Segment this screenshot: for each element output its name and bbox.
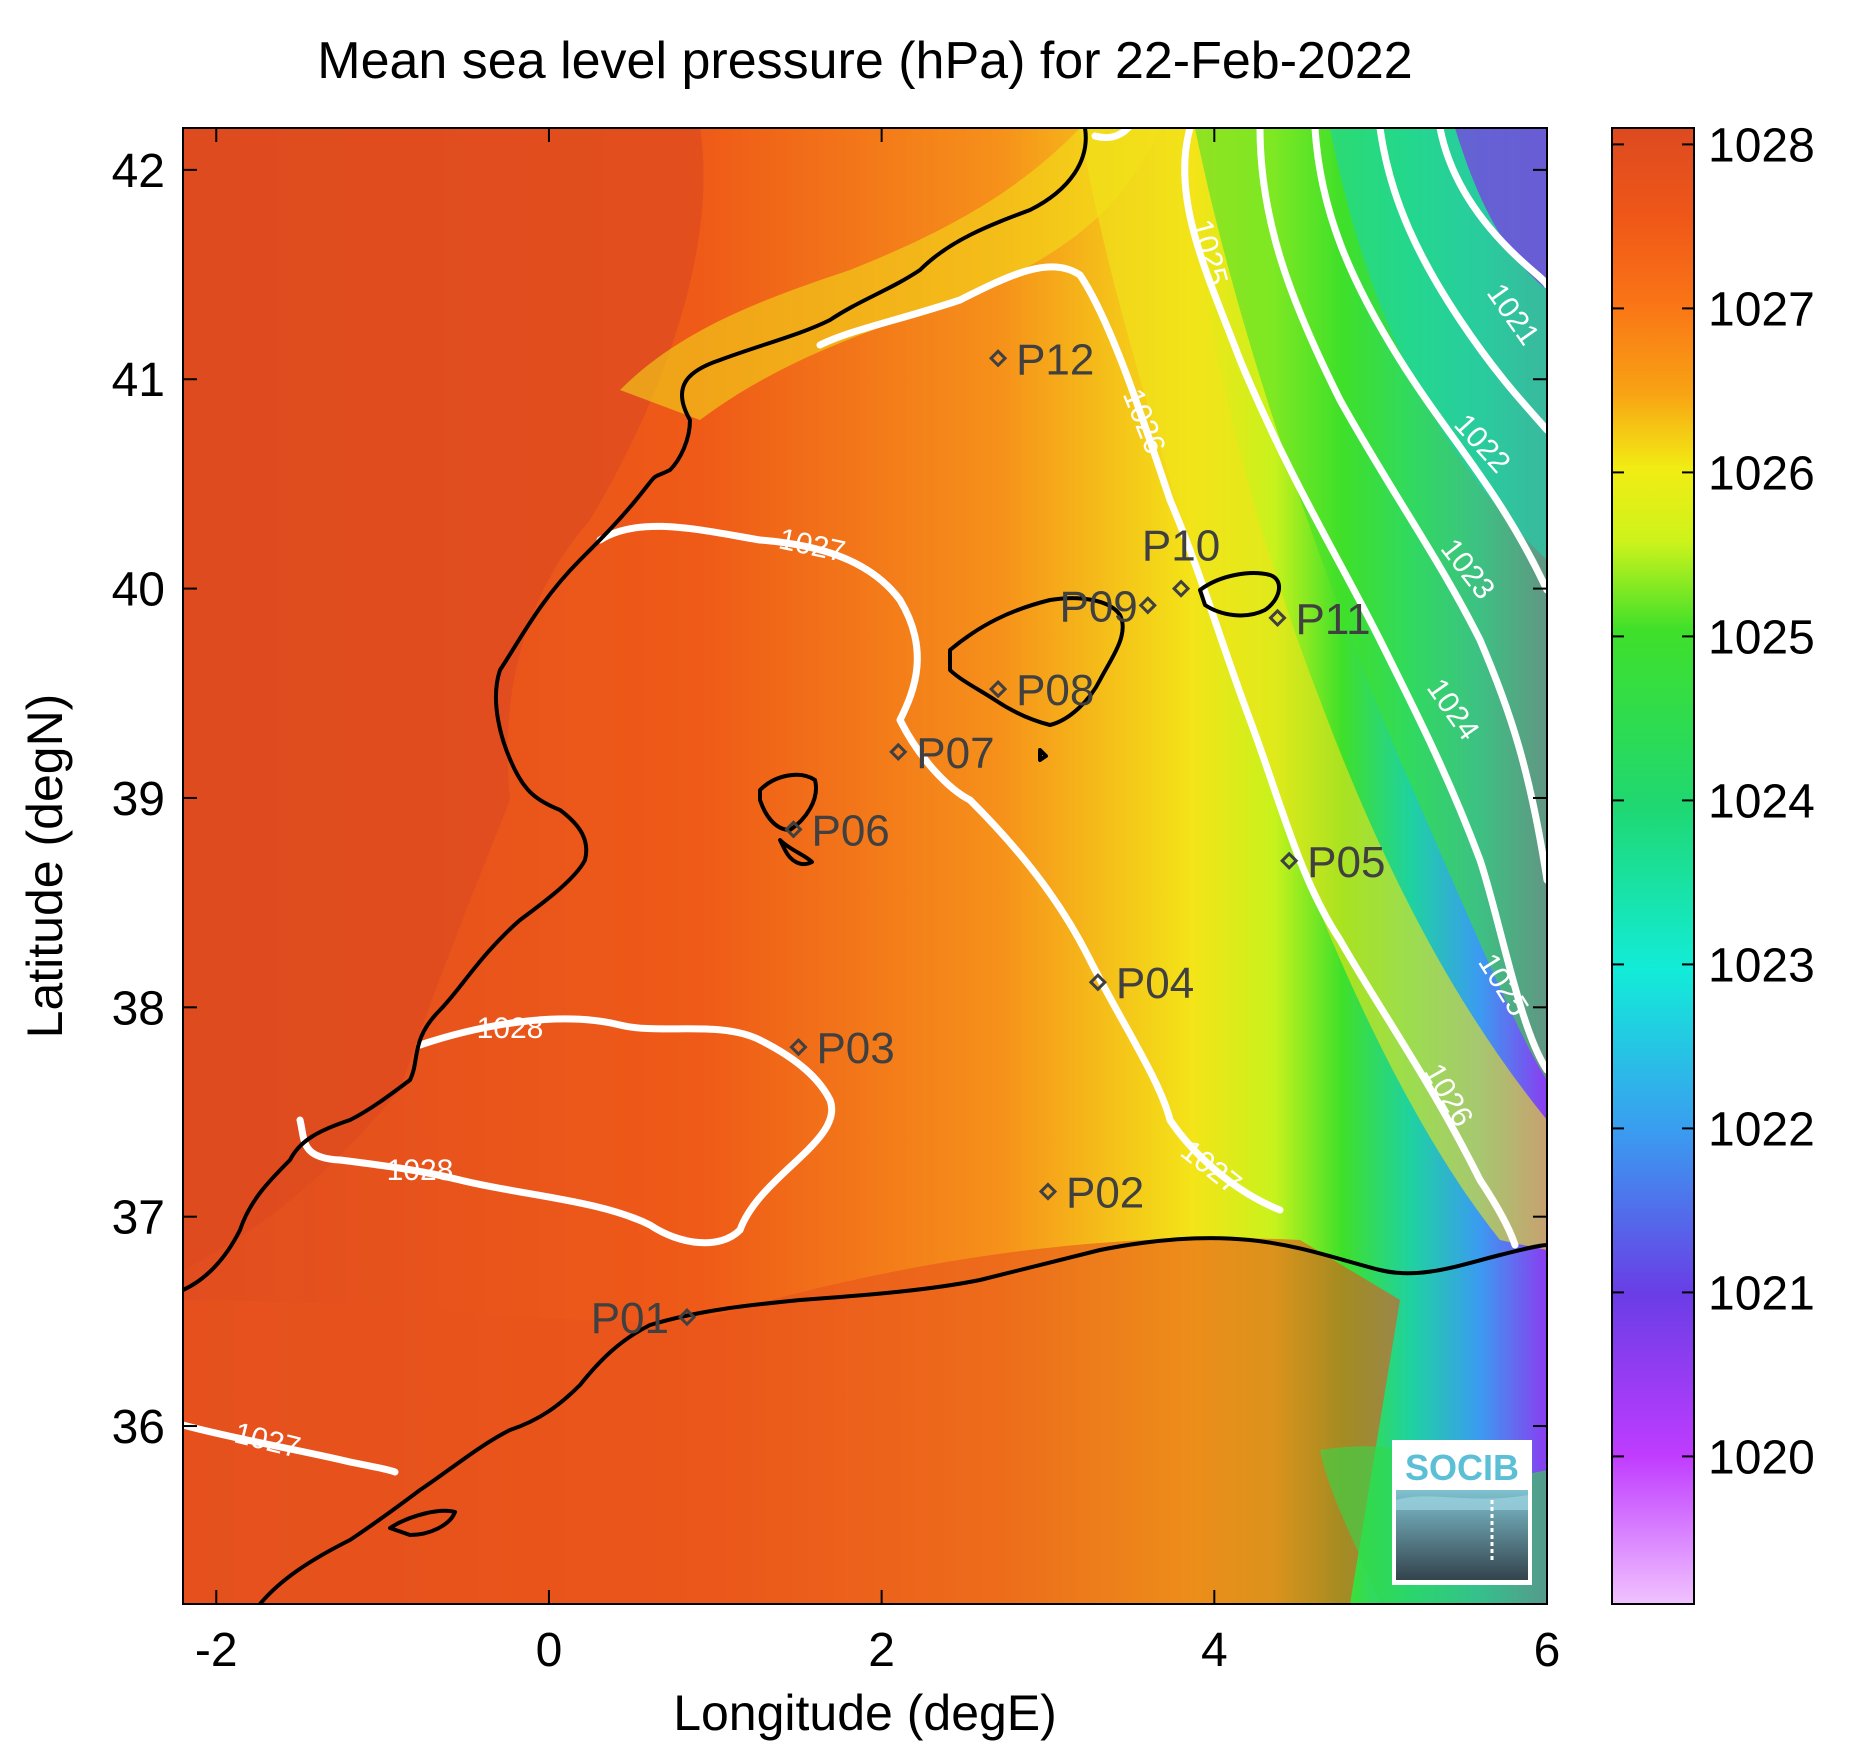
- contour-1028: [296, 1015, 836, 1247]
- map-plot-area: 1028 1028 1027 1027 1027 1026 1026 1025 …: [183, 128, 1547, 1604]
- coastline-africa-north: [258, 1236, 1547, 1604]
- y-tick-label: 38: [112, 982, 165, 1035]
- island-ibiza: [758, 772, 818, 867]
- station-marker: [677, 1308, 697, 1327]
- station-marker: [1138, 596, 1157, 615]
- x-tick-label: 2: [868, 1624, 895, 1677]
- station-marker: [988, 679, 1008, 699]
- socib-logo-text: SOCIB: [1405, 1447, 1519, 1488]
- station-label: P01: [591, 1294, 669, 1343]
- station-label: P04: [1116, 959, 1194, 1008]
- colorbar-tick-label: 1023: [1708, 939, 1815, 992]
- colorbar-tick-label: 1024: [1708, 775, 1815, 828]
- island-alboran: [388, 1508, 457, 1537]
- contour-1027-a: [596, 522, 1284, 1214]
- y-tick-label: 37: [112, 1192, 165, 1245]
- colorbar-tick-label: 1025: [1708, 611, 1815, 664]
- station-label: P03: [816, 1024, 894, 1073]
- station-marker: [889, 742, 908, 762]
- contour-north-fragment: [1091, 128, 1132, 142]
- contour-1022: [1376, 128, 1547, 434]
- island-cabrera: [1038, 748, 1048, 762]
- logo-wave: [1396, 1495, 1528, 1510]
- station-label: P09: [1059, 582, 1137, 631]
- chart-title: Mean sea level pressure (hPa) for 22-Feb…: [317, 32, 1412, 90]
- field-yellow-band: [1080, 128, 1547, 1250]
- contour-1024: [1256, 128, 1547, 884]
- colorbar: [1611, 127, 1695, 1605]
- isobar-contours: [183, 128, 1547, 1476]
- station-label: P06: [811, 806, 889, 855]
- x-tick-label: 4: [1201, 1624, 1228, 1677]
- station-marker: [988, 349, 1008, 368]
- colorbar-tick-label: 1021: [1708, 1267, 1815, 1320]
- field-east-violet: [1455, 128, 1547, 290]
- field-south-land: [183, 1238, 1400, 1604]
- contour-1025: [1181, 128, 1547, 1074]
- colorbar-axis: 1020 1021 1022 1023 1024 1025 1026 1027 1028: [1612, 119, 1815, 1484]
- contour-1026: [816, 263, 1519, 1249]
- colorbar-tick-label: 1028: [1708, 119, 1815, 172]
- colorbar-tick-label: 1020: [1708, 1431, 1815, 1484]
- station-label: P12: [1016, 335, 1094, 384]
- y-tick-label: 36: [112, 1401, 165, 1454]
- island-mallorca: [948, 596, 1125, 727]
- colorbar-tick-label: 1027: [1708, 283, 1815, 336]
- colorbar-tick-label: 1026: [1708, 447, 1815, 500]
- coastline-iberia-east: [183, 128, 1088, 1292]
- station-label: P08: [1016, 666, 1094, 715]
- x-axis: -2 0 2 4 6: [195, 128, 1560, 1677]
- station-label: P05: [1307, 838, 1385, 887]
- y-axis: 36 37 38 39 40 41 42: [112, 145, 1547, 1454]
- station-marker: [1038, 1182, 1058, 1201]
- station-marker: [1171, 579, 1191, 598]
- coastlines: [183, 128, 1547, 1604]
- station-label: P07: [916, 729, 994, 778]
- y-axis-label: Latitude (degN): [17, 694, 73, 1039]
- x-tick-label: 6: [1534, 1624, 1561, 1677]
- colorbar-tick-label: 1022: [1708, 1103, 1815, 1156]
- y-tick-label: 40: [112, 564, 165, 617]
- socib-logo: SOCIB: [1392, 1440, 1532, 1585]
- contour-1021: [1436, 128, 1547, 289]
- station-marker: [784, 820, 803, 839]
- contour-label: 1028: [387, 1154, 454, 1187]
- y-tick-label: 39: [112, 773, 165, 826]
- station-marker: [1268, 608, 1287, 628]
- y-tick-label: 41: [112, 354, 165, 407]
- y-tick-label: 42: [112, 145, 165, 198]
- contour-1023: [1311, 128, 1547, 594]
- x-tick-label: -2: [195, 1624, 238, 1677]
- x-tick-label: 0: [536, 1624, 563, 1677]
- station-marker: [1280, 851, 1299, 870]
- station-marker: [789, 1037, 808, 1057]
- plot-frame: [182, 127, 1548, 1605]
- field-west-land: [183, 128, 704, 1270]
- x-axis-label: Longitude (degE): [673, 1685, 1057, 1741]
- contour-1027-b: [183, 1421, 399, 1476]
- station-label: P11: [1296, 595, 1371, 644]
- station-marker: [1088, 973, 1108, 992]
- contour-label: 1028: [477, 1012, 544, 1045]
- station-label: P10: [1142, 522, 1220, 571]
- station-label: P02: [1066, 1169, 1144, 1218]
- island-menorca: [1198, 571, 1281, 618]
